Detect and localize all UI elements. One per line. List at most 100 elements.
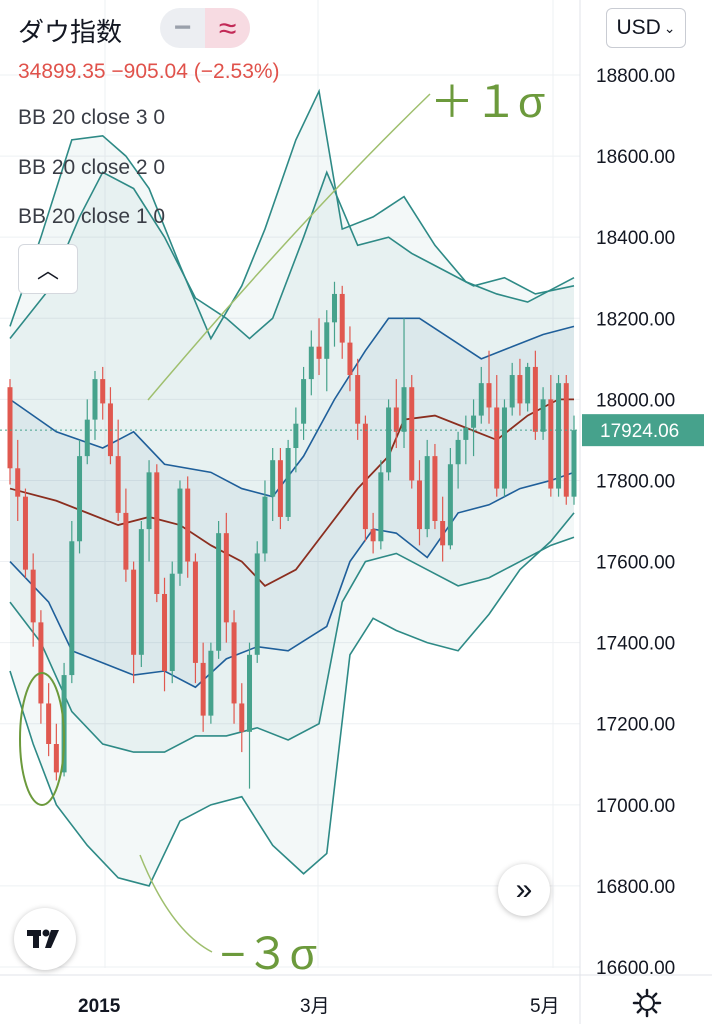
last-price-tag <box>582 414 704 447</box>
scroll-to-latest-button[interactable]: » <box>498 864 550 916</box>
candle-body <box>208 650 214 716</box>
candle-body <box>46 703 52 744</box>
candle-body <box>316 346 322 359</box>
candle-body <box>571 430 577 497</box>
candle-body <box>262 496 268 554</box>
candle-body <box>548 399 554 489</box>
candle-body <box>339 293 345 343</box>
candle-body <box>169 573 175 672</box>
candle-body <box>308 346 314 380</box>
candle-body <box>84 419 90 457</box>
candle-body <box>200 662 206 716</box>
candle-body <box>123 512 129 570</box>
band-middle <box>9 398 574 587</box>
candle-body <box>393 407 399 432</box>
band-fill-1 <box>10 318 574 688</box>
x-tick-label: 3月 <box>300 996 330 1017</box>
candle-body <box>455 439 461 465</box>
candle-body <box>501 407 507 489</box>
y-tick-label: 18600.00 <box>596 147 675 168</box>
candle-body <box>324 322 330 359</box>
candle-body <box>15 468 21 497</box>
chevron-down-icon: ⌄ <box>663 19 676 36</box>
y-tick-label: 17200.00 <box>596 715 675 736</box>
candle-body <box>154 472 160 594</box>
collapse-legend-button[interactable]: ︿ <box>18 244 78 294</box>
y-tick-label: 16600.00 <box>596 958 675 979</box>
candle-body <box>486 383 492 408</box>
y-tick-label: 17600.00 <box>596 553 675 574</box>
band-lower-2sigma <box>9 536 575 753</box>
candle-body <box>223 533 229 623</box>
settings-gear-icon[interactable] <box>632 988 662 1018</box>
band-lower-3sigma <box>9 512 575 887</box>
y-tick-label: 18200.00 <box>596 309 675 330</box>
candle-body <box>556 383 562 489</box>
candle-body <box>401 387 407 432</box>
band-fill-3 <box>10 91 574 886</box>
candle-body <box>532 366 538 432</box>
candle-body <box>231 622 237 704</box>
annotation-pointer-lower <box>139 854 213 953</box>
band-fill-2 <box>10 172 574 753</box>
candle-body <box>146 472 152 530</box>
tradingview-logo[interactable] <box>14 908 76 970</box>
x-tick-label: 5月 <box>530 996 560 1017</box>
indicator-bb-2[interactable]: BB 20 close 2 0 <box>18 156 166 179</box>
candle-body <box>409 387 415 481</box>
candle-body <box>525 366 531 404</box>
y-tick-label: 16800.00 <box>596 877 675 898</box>
band-upper-2sigma <box>9 170 575 340</box>
double-chevron-right-icon: » <box>515 873 533 906</box>
currency-value: USD <box>616 16 661 39</box>
candle-body <box>239 703 245 732</box>
candle-body <box>424 456 430 530</box>
y-tick-label: 18000.00 <box>596 390 675 411</box>
currency-select[interactable]: USD ⌄ <box>606 8 686 48</box>
candle-body <box>138 529 144 655</box>
candle-body <box>386 407 392 473</box>
chart-style-toggle[interactable]: − ≈ <box>160 8 250 48</box>
highlight-ellipse <box>19 672 65 806</box>
candle-body <box>494 407 500 489</box>
band-lower-1sigma <box>9 471 575 689</box>
price-change: 34899.35 −905.04 (−2.53%) <box>18 60 280 83</box>
candle-body <box>270 460 276 497</box>
candle-body <box>463 427 469 440</box>
candle-body <box>416 480 422 530</box>
candle-body <box>92 379 98 420</box>
candle-body <box>254 553 260 655</box>
candle-body <box>192 561 198 663</box>
candle-body <box>185 488 191 562</box>
tv-logo-icon <box>27 929 59 948</box>
candle-body <box>440 521 446 546</box>
annotation-pointer-upper <box>147 93 431 401</box>
candle-body <box>30 569 36 623</box>
candle-body <box>7 387 13 469</box>
candle-body <box>331 293 337 323</box>
candle-body <box>216 533 222 651</box>
candle-body <box>69 541 75 676</box>
candle-body <box>432 456 438 521</box>
candle-body <box>447 464 453 546</box>
candle-body <box>509 375 515 408</box>
candle-body <box>177 488 183 574</box>
candle-body <box>471 415 477 428</box>
candle-body <box>22 496 28 570</box>
candle-body <box>478 383 484 416</box>
candle-body <box>293 423 299 449</box>
candle-body <box>285 448 291 517</box>
symbol-title: ダウ指数 <box>18 17 123 47</box>
indicator-bb-3[interactable]: BB 20 close 3 0 <box>18 106 166 129</box>
indicator-bb-1[interactable]: BB 20 close 1 0 <box>18 205 166 228</box>
band-upper-3sigma <box>9 88 575 341</box>
wave-style-icon[interactable]: ≈ <box>205 8 250 48</box>
candle-body <box>540 399 546 432</box>
candle-body <box>115 456 121 513</box>
y-tick-label: 18400.00 <box>596 228 675 249</box>
line-style-icon[interactable]: − <box>173 11 192 44</box>
candle-body <box>378 472 384 542</box>
candle-body <box>38 622 44 704</box>
candle-body <box>355 375 361 424</box>
